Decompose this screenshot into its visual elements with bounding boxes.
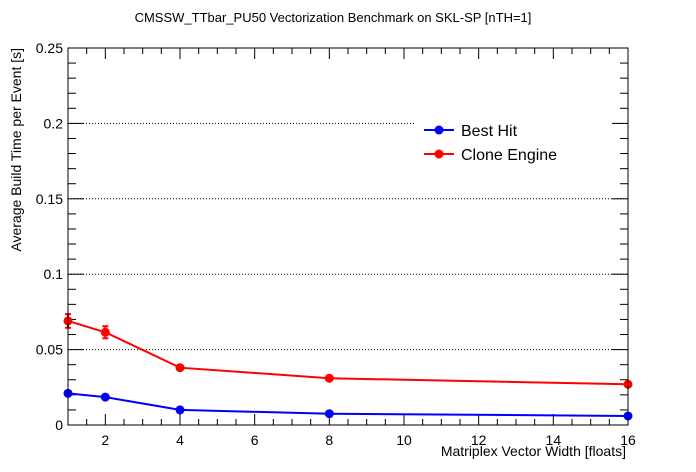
- legend-label: Best Hit: [461, 123, 518, 140]
- y-tick-label: 0: [55, 417, 63, 433]
- legend: Best Hit Clone Engine: [416, 112, 612, 168]
- y-tick-label: 0.15: [36, 191, 63, 207]
- series-layer: [63, 313, 633, 421]
- data-point: [100, 392, 110, 402]
- plot-frame: [67, 47, 629, 426]
- x-axis-title: Matriplex Vector Width [floats]: [441, 443, 626, 459]
- x-tick-label: 12: [471, 432, 487, 448]
- y-tick-label: 0.05: [36, 342, 63, 358]
- x-tick-label: 14: [546, 432, 562, 448]
- x-tick-label: 10: [396, 432, 412, 448]
- chart-title: CMSSW_TTbar_PU50 Vectorization Benchmark…: [135, 10, 532, 25]
- data-point: [100, 327, 110, 337]
- x-tick-label: 2: [101, 432, 109, 448]
- x-tick-label: 8: [325, 432, 333, 448]
- y-tick-label: 0.1: [44, 266, 64, 282]
- x-tick-label: 6: [251, 432, 259, 448]
- y-axis-title: Average Build Time per Event [s]: [8, 48, 24, 252]
- data-point: [175, 405, 185, 415]
- y-tick-label: 0.25: [36, 40, 63, 56]
- series-line: [67, 392, 629, 417]
- series-1: [63, 313, 633, 389]
- series-0: [63, 388, 633, 421]
- data-point: [324, 409, 334, 419]
- data-point: [324, 373, 334, 383]
- legend-marker: [434, 125, 444, 135]
- series-line: [67, 319, 629, 386]
- legend-background: [416, 112, 612, 168]
- axis-ticks: [67, 47, 629, 426]
- legend-marker: [434, 149, 444, 159]
- x-tick-label: 16: [620, 432, 636, 448]
- data-point: [175, 363, 185, 373]
- x-tick-label: 4: [176, 432, 184, 448]
- y-tick-label: 0.2: [44, 115, 64, 131]
- grid-lines: [68, 122, 628, 351]
- legend-label: Clone Engine: [461, 147, 557, 164]
- tick-labels: 0 0.05 0.1 0.15 0.2 0.25 2 4 6 8 10 12 14 16: [36, 40, 636, 448]
